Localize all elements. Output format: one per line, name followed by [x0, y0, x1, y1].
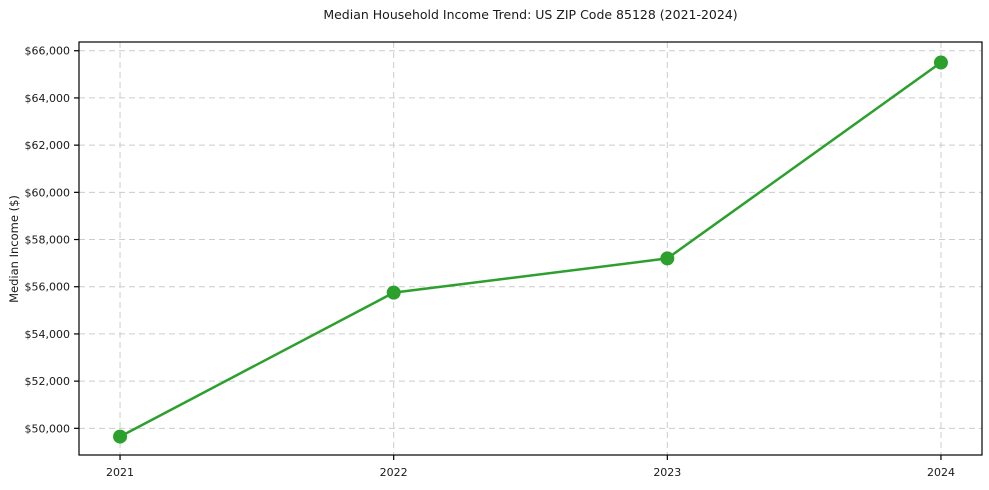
- y-tick-label: $54,000: [25, 328, 71, 341]
- y-tick-label: $60,000: [25, 186, 71, 199]
- chart-title: Median Household Income Trend: US ZIP Co…: [323, 7, 738, 22]
- data-point-2024: [933, 55, 948, 70]
- x-tick-label: 2023: [653, 466, 681, 479]
- y-tick-label: $64,000: [25, 92, 71, 105]
- x-tick-label: 2021: [106, 466, 134, 479]
- y-tick-label: $66,000: [25, 45, 71, 58]
- y-tick-label: $62,000: [25, 139, 71, 152]
- data-point-2022: [386, 285, 401, 300]
- axes-box: [78, 41, 983, 456]
- x-tick-label: 2024: [927, 466, 955, 479]
- x-tick-label: 2022: [380, 466, 408, 479]
- y-tick-label: $58,000: [25, 234, 71, 247]
- data-point-2021: [113, 429, 128, 444]
- y-tick-label: $52,000: [25, 375, 71, 388]
- y-tick-label: $56,000: [25, 281, 71, 294]
- data-point-2023: [660, 251, 675, 266]
- trend-line: [118, 61, 943, 438]
- y-tick-label: $50,000: [25, 422, 71, 435]
